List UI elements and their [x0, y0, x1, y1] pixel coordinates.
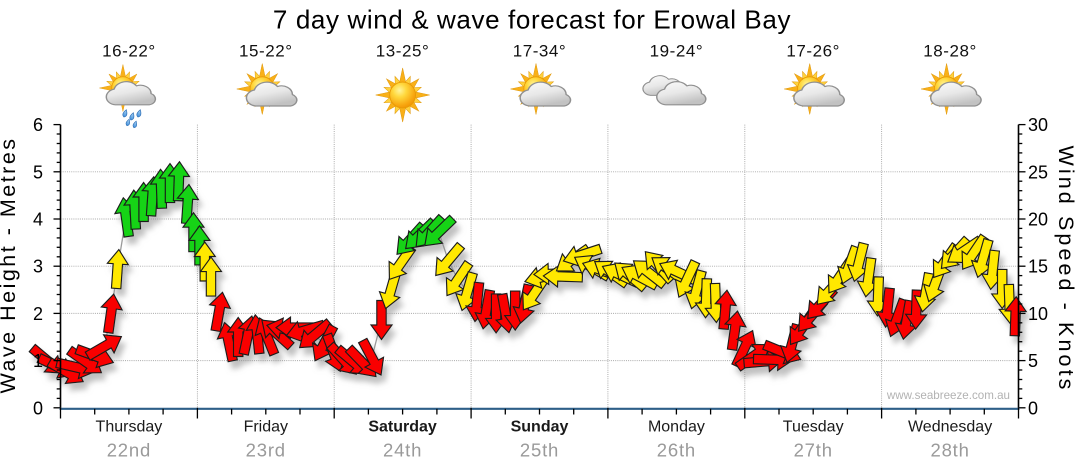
svg-text:30: 30 — [1028, 115, 1048, 135]
svg-text:27th: 27th — [794, 440, 833, 461]
svg-text:5: 5 — [33, 162, 43, 182]
svg-text:Wave Height - Metres: Wave Height - Metres — [0, 136, 20, 393]
svg-text:Monday: Monday — [648, 419, 705, 436]
svg-text:13-25°: 13-25° — [376, 42, 430, 61]
svg-text:7 day wind & wave forecast for: 7 day wind & wave forecast for Erowal Ba… — [273, 5, 791, 35]
svg-text:Sunday: Sunday — [511, 419, 569, 436]
svg-text:25: 25 — [1028, 162, 1048, 182]
svg-text:19-24°: 19-24° — [650, 42, 704, 61]
svg-text:5: 5 — [1028, 351, 1038, 371]
svg-text:20: 20 — [1028, 210, 1048, 230]
svg-text:Wind Speed - Knots: Wind Speed - Knots — [1054, 145, 1078, 392]
svg-text:22nd: 22nd — [107, 440, 151, 461]
svg-text:Friday: Friday — [244, 419, 288, 436]
svg-text:www.seabreeze.com.au: www.seabreeze.com.au — [886, 389, 1010, 402]
svg-text:0: 0 — [1028, 398, 1038, 418]
svg-text:25th: 25th — [520, 440, 559, 461]
svg-text:17-34°: 17-34° — [513, 42, 567, 61]
svg-text:6: 6 — [33, 115, 43, 135]
svg-text:4: 4 — [33, 210, 43, 230]
svg-text:Wednesday: Wednesday — [908, 419, 992, 436]
svg-text:28th: 28th — [930, 440, 969, 461]
svg-text:3: 3 — [33, 257, 43, 277]
svg-text:24th: 24th — [383, 440, 422, 461]
svg-text:17-26°: 17-26° — [786, 42, 840, 61]
svg-text:18-28°: 18-28° — [923, 42, 977, 61]
svg-text:15: 15 — [1028, 257, 1048, 277]
svg-text:23rd: 23rd — [246, 440, 286, 461]
svg-text:0: 0 — [33, 398, 43, 418]
svg-text:Saturday: Saturday — [368, 419, 437, 436]
svg-text:15-22°: 15-22° — [239, 42, 293, 61]
svg-text:26th: 26th — [657, 440, 696, 461]
svg-text:Tuesday: Tuesday — [783, 419, 844, 436]
svg-text:2: 2 — [33, 304, 43, 324]
svg-text:Thursday: Thursday — [96, 419, 163, 436]
svg-text:16-22°: 16-22° — [102, 42, 156, 61]
svg-text:1: 1 — [33, 351, 43, 371]
svg-text:10: 10 — [1028, 304, 1048, 324]
